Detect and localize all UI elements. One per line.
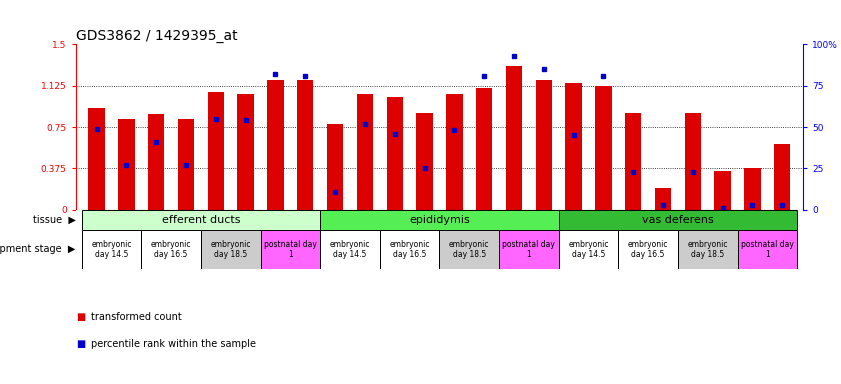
Text: percentile rank within the sample: percentile rank within the sample (91, 339, 256, 349)
Bar (297, 79, 314, 210)
Text: postnatal day
1: postnatal day 1 (502, 240, 555, 259)
Bar (320, 230, 380, 269)
Bar (237, 94, 254, 210)
Bar (595, 86, 611, 210)
Bar (380, 230, 439, 269)
Bar (88, 108, 105, 210)
Text: ■: ■ (76, 312, 85, 322)
Text: transformed count: transformed count (91, 312, 182, 322)
Bar (678, 230, 738, 269)
Bar (715, 171, 731, 210)
Bar (357, 94, 373, 210)
Bar (558, 210, 797, 230)
Text: embryonic
day 16.5: embryonic day 16.5 (628, 240, 669, 259)
Text: embryonic
day 16.5: embryonic day 16.5 (389, 240, 430, 259)
Text: embryonic
day 16.5: embryonic day 16.5 (151, 240, 192, 259)
Text: tissue  ▶: tissue ▶ (33, 215, 76, 225)
Bar (536, 79, 552, 210)
Bar (177, 119, 194, 210)
Text: ■: ■ (76, 339, 85, 349)
Bar (565, 83, 582, 210)
Text: epididymis: epididymis (409, 215, 470, 225)
Bar (738, 230, 797, 269)
Text: embryonic
day 18.5: embryonic day 18.5 (687, 240, 728, 259)
Bar (558, 230, 618, 269)
Bar (625, 113, 642, 210)
Bar (446, 94, 463, 210)
Bar (267, 79, 283, 210)
Bar (82, 210, 320, 230)
Text: efferent ducts: efferent ducts (161, 215, 241, 225)
Bar (685, 113, 701, 210)
Bar (476, 88, 492, 210)
Bar (439, 230, 499, 269)
Text: embryonic
day 18.5: embryonic day 18.5 (449, 240, 489, 259)
Text: embryonic
day 14.5: embryonic day 14.5 (91, 240, 132, 259)
Text: GDS3862 / 1429395_at: GDS3862 / 1429395_at (76, 29, 237, 43)
Text: embryonic
day 14.5: embryonic day 14.5 (330, 240, 370, 259)
Bar (82, 230, 141, 269)
Text: embryonic
day 14.5: embryonic day 14.5 (569, 240, 609, 259)
Text: embryonic
day 18.5: embryonic day 18.5 (210, 240, 251, 259)
Bar (505, 66, 522, 210)
Bar (774, 144, 791, 210)
Bar (208, 92, 224, 210)
Bar (387, 97, 403, 210)
Bar (327, 124, 343, 210)
Text: postnatal day
1: postnatal day 1 (741, 240, 794, 259)
Bar (119, 119, 135, 210)
Bar (320, 210, 558, 230)
Bar (744, 168, 760, 210)
Text: development stage  ▶: development stage ▶ (0, 245, 76, 255)
Bar (499, 230, 558, 269)
Bar (141, 230, 201, 269)
Bar (618, 230, 678, 269)
Bar (655, 188, 671, 210)
Bar (148, 114, 164, 210)
Bar (416, 113, 433, 210)
Bar (261, 230, 320, 269)
Text: vas deferens: vas deferens (642, 215, 714, 225)
Text: postnatal day
1: postnatal day 1 (264, 240, 317, 259)
Bar (201, 230, 261, 269)
